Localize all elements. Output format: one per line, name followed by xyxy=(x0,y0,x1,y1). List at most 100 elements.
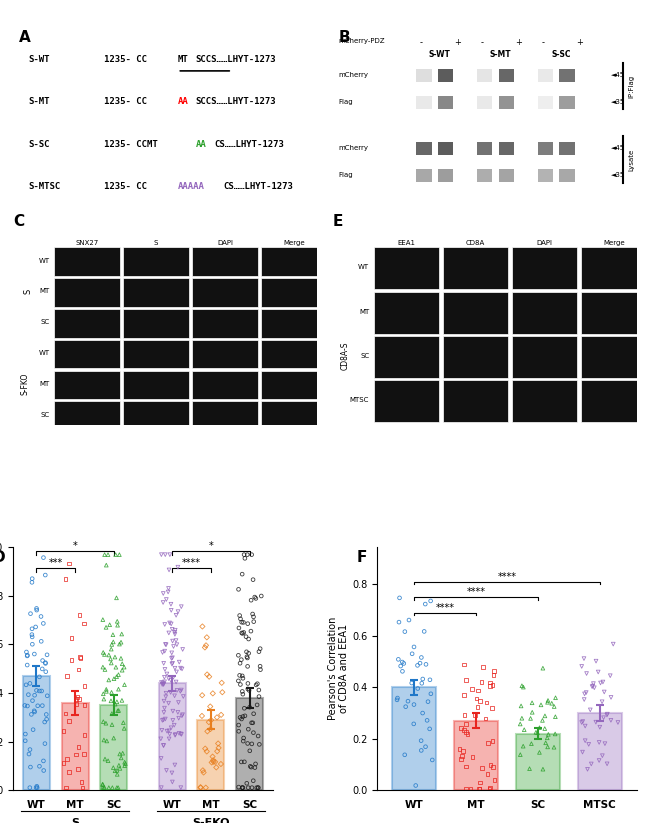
Point xyxy=(237,616,247,629)
Text: +: + xyxy=(454,38,461,47)
Point xyxy=(422,714,432,727)
Bar xyxy=(499,69,514,82)
Bar xyxy=(578,713,621,790)
Point xyxy=(394,616,404,629)
Bar xyxy=(477,69,493,82)
Point xyxy=(393,653,404,666)
Point xyxy=(158,739,168,752)
Point xyxy=(459,708,469,721)
Point xyxy=(516,700,526,713)
Point xyxy=(166,686,176,699)
Point xyxy=(484,782,495,795)
Point xyxy=(161,764,172,777)
Point xyxy=(31,684,42,697)
Point xyxy=(158,677,168,690)
Point xyxy=(107,781,118,794)
Point xyxy=(244,684,254,697)
Point xyxy=(470,708,480,721)
Point xyxy=(202,725,213,738)
Point xyxy=(160,713,170,726)
Point xyxy=(460,726,471,739)
Text: F: F xyxy=(356,550,367,565)
Point xyxy=(27,572,38,585)
Point xyxy=(602,757,612,770)
Point xyxy=(599,686,610,699)
Point xyxy=(58,724,69,737)
Point xyxy=(162,724,172,737)
Point xyxy=(98,661,108,674)
Point xyxy=(164,564,174,577)
Point xyxy=(213,742,224,755)
Point xyxy=(103,673,114,686)
Bar xyxy=(374,291,439,333)
Point xyxy=(246,593,256,607)
Point xyxy=(424,723,435,736)
Text: *: * xyxy=(73,542,77,551)
Point xyxy=(211,760,222,774)
Point xyxy=(27,630,37,644)
Point xyxy=(476,761,487,774)
Point xyxy=(159,695,169,708)
Text: CS……LHYT-1273: CS……LHYT-1273 xyxy=(214,140,284,149)
Point xyxy=(25,743,35,756)
Point xyxy=(103,649,114,662)
Bar xyxy=(261,402,327,430)
Text: -: - xyxy=(541,38,544,47)
Point xyxy=(172,684,182,697)
Point xyxy=(485,679,495,692)
Point xyxy=(117,694,127,707)
Point xyxy=(247,781,257,794)
Point xyxy=(519,723,529,737)
Point xyxy=(250,591,260,604)
Point xyxy=(243,781,254,794)
Point xyxy=(71,693,81,706)
Bar xyxy=(538,169,553,182)
Bar xyxy=(261,248,327,276)
Point xyxy=(29,704,40,718)
Point xyxy=(489,774,500,787)
Point xyxy=(246,737,257,751)
Point xyxy=(407,647,417,660)
Point xyxy=(100,752,110,765)
Bar xyxy=(192,402,258,430)
Point xyxy=(109,672,119,686)
Point xyxy=(176,781,186,794)
Bar xyxy=(159,683,186,790)
Point xyxy=(233,780,244,793)
Point xyxy=(163,672,174,686)
Point xyxy=(159,739,169,752)
Point xyxy=(594,754,604,767)
Point xyxy=(113,682,124,695)
Text: ◄45: ◄45 xyxy=(611,145,625,151)
Point xyxy=(238,781,248,794)
Point xyxy=(213,737,224,750)
Point xyxy=(25,781,35,794)
Bar xyxy=(499,96,514,109)
Point xyxy=(543,694,553,707)
Point xyxy=(474,782,484,795)
Bar xyxy=(443,380,508,422)
Point xyxy=(541,737,551,750)
Point xyxy=(238,687,248,700)
Point xyxy=(112,695,122,709)
Point xyxy=(426,687,436,700)
Point xyxy=(34,685,45,698)
Point xyxy=(177,708,188,721)
Point xyxy=(120,756,130,769)
Point xyxy=(426,594,436,607)
Point xyxy=(111,548,121,561)
Bar xyxy=(581,248,647,290)
Point xyxy=(581,686,592,700)
Point xyxy=(239,625,249,639)
Point xyxy=(72,690,83,704)
Point xyxy=(586,757,597,770)
Point xyxy=(235,609,245,622)
Point xyxy=(531,726,541,739)
Point xyxy=(613,716,623,729)
Point xyxy=(66,631,77,644)
Text: CS……LHYT-1273: CS……LHYT-1273 xyxy=(223,182,293,191)
Point xyxy=(200,742,211,756)
Point xyxy=(166,617,176,630)
Point xyxy=(111,670,122,683)
Point xyxy=(120,678,130,691)
